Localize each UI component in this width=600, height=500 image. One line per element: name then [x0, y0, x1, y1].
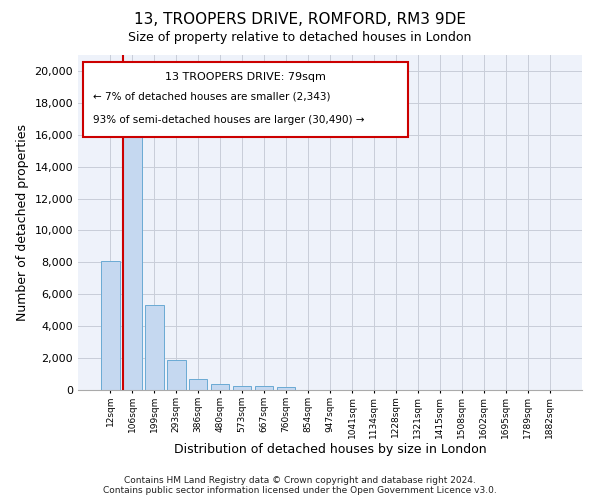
Bar [189, 379, 208, 390]
Bar [211, 384, 229, 390]
Text: ← 7% of detached houses are smaller (2,343): ← 7% of detached houses are smaller (2,3… [93, 92, 331, 102]
Text: 13 TROOPERS DRIVE: 79sqm: 13 TROOPERS DRIVE: 79sqm [165, 72, 326, 82]
X-axis label: Distribution of detached houses by size in London: Distribution of detached houses by size … [173, 443, 487, 456]
Y-axis label: Number of detached properties: Number of detached properties [16, 124, 29, 321]
Text: Size of property relative to detached houses in London: Size of property relative to detached ho… [128, 31, 472, 44]
Text: Contains HM Land Registry data © Crown copyright and database right 2024.
Contai: Contains HM Land Registry data © Crown c… [103, 476, 497, 495]
Bar [145, 306, 164, 390]
Bar [101, 261, 119, 390]
Bar [167, 360, 185, 390]
Bar [255, 386, 274, 390]
Text: 93% of semi-detached houses are larger (30,490) →: 93% of semi-detached houses are larger (… [93, 116, 365, 126]
Bar [123, 126, 142, 390]
Bar [277, 387, 295, 390]
Text: 13, TROOPERS DRIVE, ROMFORD, RM3 9DE: 13, TROOPERS DRIVE, ROMFORD, RM3 9DE [134, 12, 466, 26]
FancyBboxPatch shape [83, 62, 408, 137]
Bar [233, 386, 251, 390]
